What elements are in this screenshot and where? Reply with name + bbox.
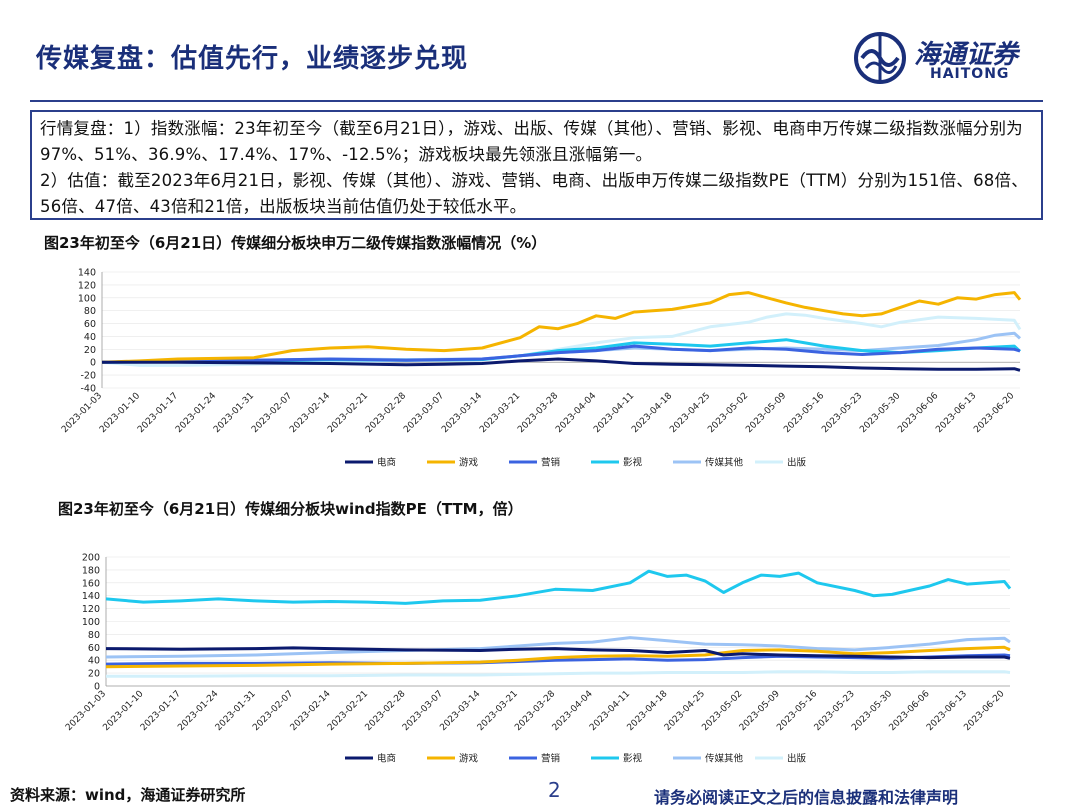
y-tick-label: 140 xyxy=(82,591,100,602)
series-line-游戏 xyxy=(105,645,1011,669)
y-tick-label: 120 xyxy=(82,604,100,615)
summary-paragraph-2: 2）估值：截至2023年6月21日，影视、传媒（其他）、游戏、营销、电商、出版申… xyxy=(40,171,1028,216)
series-line-传媒其他 xyxy=(105,636,1011,659)
y-tick-label: 60 xyxy=(88,643,100,654)
y-tick-label: 80 xyxy=(88,630,100,641)
series-line-电商 xyxy=(105,646,1011,660)
y-tick-label: -40 xyxy=(80,384,96,395)
figure2-title: 图23年初至今（6月21日）传媒细分板块wind指数PE（TTM，倍） xyxy=(58,500,523,518)
disclaimer-note: 请务必阅读正文之后的信息披露和法律声明 xyxy=(654,788,959,807)
series-line-营销 xyxy=(101,344,1021,364)
legend-label-影视: 影视 xyxy=(623,457,643,469)
legend-label-出版: 出版 xyxy=(787,753,807,765)
index-change-chart: 140120100806040200-20-402023-01-032023-0… xyxy=(60,268,1022,469)
page-number: 2 xyxy=(548,778,561,802)
series-line-影视 xyxy=(105,569,1012,605)
y-tick-label: 140 xyxy=(78,268,96,279)
y-tick-label: 20 xyxy=(84,345,96,356)
haitong-emblem-icon xyxy=(854,32,906,84)
y-tick-label: 40 xyxy=(84,332,96,343)
y-tick-label: 40 xyxy=(88,656,100,667)
y-tick-label: 160 xyxy=(82,578,100,589)
y-tick-label: 200 xyxy=(82,553,100,564)
y-tick-label: 0 xyxy=(90,358,96,369)
legend-label-营销: 营销 xyxy=(541,457,561,469)
pe-ttm-chart: 2001801601401201008060402002023-01-03202… xyxy=(64,553,1012,765)
legend-label-游戏: 游戏 xyxy=(459,457,479,469)
x-tick-label: 2023-06-20 xyxy=(972,391,1016,435)
legend-label-传媒其他: 传媒其他 xyxy=(705,457,744,469)
logo-en-text: HAITONG xyxy=(930,66,1010,82)
legend-label-影视: 影视 xyxy=(623,753,643,765)
header-rule xyxy=(30,100,1043,102)
y-tick-label: 20 xyxy=(88,669,100,680)
x-tick-label: 2023-06-20 xyxy=(962,689,1006,733)
summary-paragraph-1: 行情复盘：1）指数涨幅：23年初至今（截至6月21日），游戏、出版、传媒（其他）… xyxy=(40,119,1023,164)
legend-label-游戏: 游戏 xyxy=(459,753,479,765)
source-note: 资料来源：wind，海通证券研究所 xyxy=(10,786,246,804)
legend-label-营销: 营销 xyxy=(541,753,561,765)
y-tick-label: 100 xyxy=(82,617,100,628)
logo-cn-text: 海通证券 xyxy=(914,40,1019,70)
y-tick-label: 100 xyxy=(78,293,96,304)
page-title: 传媒复盘：估值先行，业绩逐步兑现 xyxy=(36,44,469,74)
legend-label-出版: 出版 xyxy=(787,457,807,469)
series-line-电商 xyxy=(102,357,1021,372)
y-tick-label: 120 xyxy=(78,280,96,291)
y-tick-label: 0 xyxy=(94,682,100,693)
legend-label-电商: 电商 xyxy=(377,753,396,765)
series-line-游戏 xyxy=(101,291,1022,364)
haitong-logo: 海通证券 HAITONG xyxy=(852,30,1052,90)
legend-label-电商: 电商 xyxy=(377,457,396,469)
series-line-出版 xyxy=(106,670,1011,678)
y-tick-label: 180 xyxy=(82,565,100,576)
figure1-title: 图23年初至今（6月21日）传媒细分板块申万二级传媒指数涨幅情况（%） xyxy=(44,234,547,252)
legend-label-传媒其他: 传媒其他 xyxy=(705,753,744,765)
y-tick-label: 80 xyxy=(84,306,96,317)
y-tick-label: -20 xyxy=(80,371,96,382)
y-tick-label: 60 xyxy=(84,319,96,330)
summary-box: 行情复盘：1）指数涨幅：23年初至今（截至6月21日），游戏、出版、传媒（其他）… xyxy=(30,110,1043,220)
